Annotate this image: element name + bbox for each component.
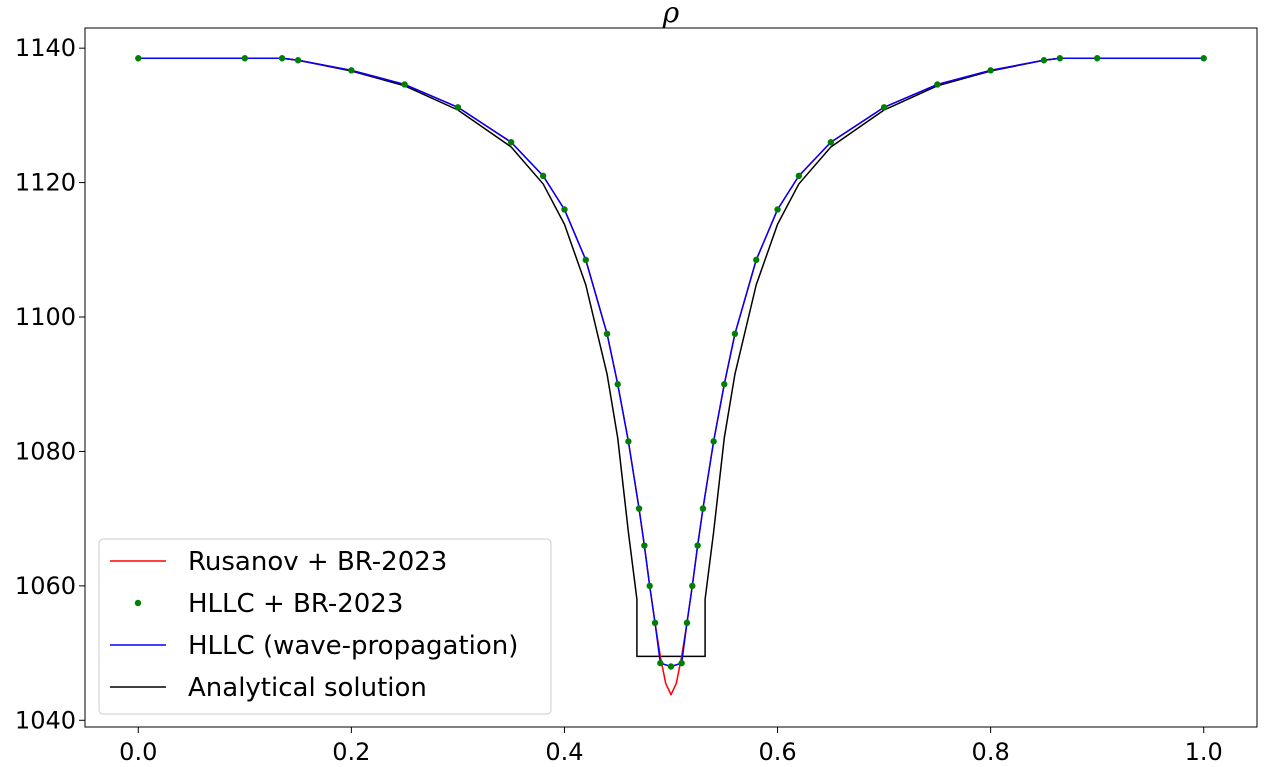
y-tick-label: 1100 bbox=[15, 303, 76, 331]
data-point-hllc-br-2023 bbox=[241, 55, 249, 62]
data-point-hllc-br-2023 bbox=[641, 542, 648, 549]
data-point-hllc-br-2023 bbox=[294, 57, 302, 64]
legend-label: Rusanov + BR-2023 bbox=[188, 547, 447, 577]
data-point-hllc-br-2023 bbox=[603, 330, 611, 338]
data-point-hllc-br-2023 bbox=[582, 256, 589, 264]
data-point-hllc-br-2023 bbox=[561, 206, 568, 213]
data-point-hllc-br-2023 bbox=[135, 55, 142, 62]
x-tick-label: 0.8 bbox=[972, 738, 1010, 766]
y-axis: 1040 1060 1080 1100 1120 1140 bbox=[15, 34, 85, 734]
y-tick-label: 1040 bbox=[15, 706, 76, 734]
data-point-hllc-br-2023 bbox=[657, 659, 664, 667]
data-point-hllc-br-2023 bbox=[1040, 57, 1048, 64]
data-point-hllc-br-2023 bbox=[880, 104, 888, 111]
legend-marker-swatch bbox=[134, 599, 142, 607]
legend-label: HLLC + BR-2023 bbox=[188, 589, 403, 619]
data-point-hllc-br-2023 bbox=[721, 381, 728, 388]
data-point-hllc-br-2023 bbox=[1056, 55, 1064, 62]
x-tick-label: 1.0 bbox=[1185, 738, 1223, 766]
x-tick-label: 0.6 bbox=[758, 738, 796, 766]
data-point-hllc-br-2023 bbox=[753, 256, 760, 264]
legend-label: HLLC (wave-propagation) bbox=[188, 631, 518, 661]
data-point-hllc-br-2023 bbox=[694, 542, 701, 549]
data-point-hllc-br-2023 bbox=[699, 505, 707, 512]
y-tick-label: 1140 bbox=[15, 34, 76, 62]
data-point-hllc-br-2023 bbox=[625, 438, 632, 445]
data-point-hllc-br-2023 bbox=[635, 505, 643, 512]
y-tick-label: 1120 bbox=[15, 169, 76, 197]
data-point-hllc-br-2023 bbox=[1200, 55, 1207, 62]
data-point-hllc-br-2023 bbox=[678, 659, 685, 667]
data-point-hllc-br-2023 bbox=[731, 330, 739, 338]
data-point-hllc-br-2023 bbox=[774, 206, 781, 213]
y-tick-label: 1080 bbox=[15, 437, 76, 465]
legend-box bbox=[98, 538, 552, 715]
data-point-hllc-br-2023 bbox=[278, 55, 286, 62]
data-point-hllc-br-2023 bbox=[646, 582, 653, 590]
data-point-hllc-br-2023 bbox=[539, 172, 547, 180]
data-point-hllc-br-2023 bbox=[614, 381, 621, 388]
series-layer bbox=[135, 55, 1207, 696]
data-point-hllc-br-2023 bbox=[401, 81, 408, 88]
chart-title: ρ bbox=[662, 0, 680, 29]
data-point-hllc-br-2023 bbox=[454, 104, 462, 111]
data-point-hllc-br-2023 bbox=[710, 438, 717, 445]
data-point-hllc-br-2023 bbox=[651, 619, 659, 627]
x-tick-label: 0.4 bbox=[545, 738, 583, 766]
plot-area-frame bbox=[84, 27, 1258, 728]
x-tick-label: 0.2 bbox=[332, 738, 370, 766]
legend: Rusanov + BR-2023 HLLC + BR-2023 HLLC (wav… bbox=[98, 538, 552, 715]
x-axis: 0.0 0.2 0.4 0.6 0.8 1.0 bbox=[119, 727, 1223, 766]
data-point-hllc-br-2023 bbox=[934, 81, 941, 88]
data-point-hllc-br-2023 bbox=[827, 139, 835, 146]
legend-label: Analytical solution bbox=[188, 673, 427, 703]
data-point-hllc-br-2023 bbox=[667, 663, 675, 670]
data-point-hllc-br-2023 bbox=[683, 619, 691, 627]
x-tick-label: 0.0 bbox=[119, 738, 157, 766]
data-point-hllc-br-2023 bbox=[689, 582, 696, 590]
data-point-hllc-br-2023 bbox=[348, 67, 355, 74]
data-point-hllc-br-2023 bbox=[795, 172, 803, 180]
data-point-hllc-br-2023 bbox=[1093, 55, 1101, 62]
y-tick-label: 1060 bbox=[15, 572, 76, 600]
series-line-analytical-solution bbox=[138, 57, 1204, 658]
data-point-hllc-br-2023 bbox=[987, 67, 994, 74]
data-point-hllc-br-2023 bbox=[507, 139, 515, 146]
